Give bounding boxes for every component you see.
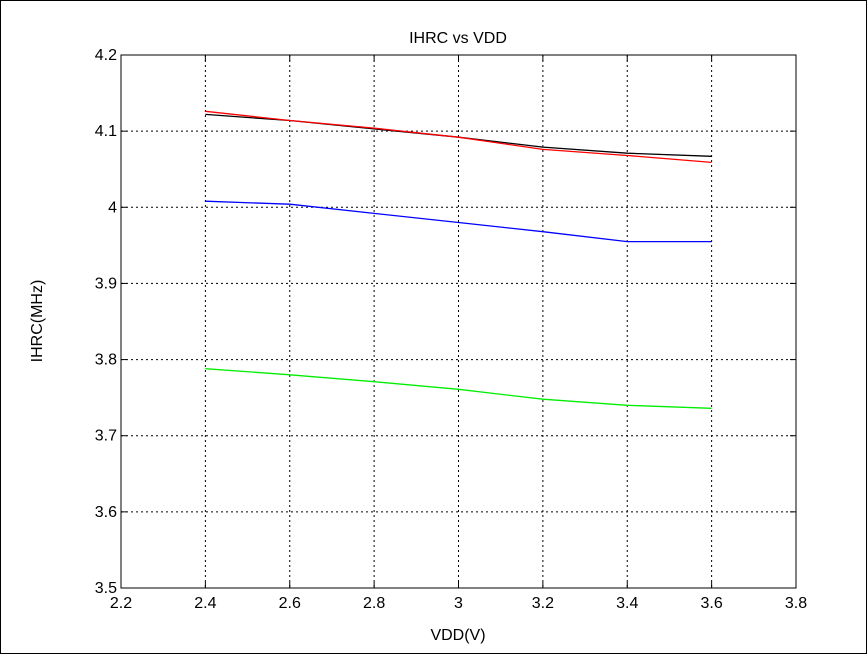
x-tick-label: 2.2 (110, 595, 132, 612)
y-tick-label: 3.6 (95, 504, 117, 521)
series-line-2 (205, 110, 712, 164)
series-line-3 (205, 200, 712, 243)
y-tick-label: 3.8 (95, 352, 117, 369)
x-tick-label: 2.4 (194, 595, 216, 612)
y-axis-label: IHRC(MHz) (29, 280, 46, 363)
y-tick-label: 4.1 (95, 123, 117, 140)
series-group (205, 110, 712, 409)
y-tick-label: 4 (108, 199, 117, 216)
x-tick-label: 3 (454, 595, 463, 612)
x-axis-label: VDD(V) (430, 627, 485, 644)
y-tick-label: 3.5 (95, 580, 117, 597)
x-tick-label: 3.8 (785, 595, 807, 612)
chart-title: IHRC vs VDD (409, 30, 507, 47)
y-tick-label: 3.9 (95, 275, 117, 292)
ticks: 2.2 2.4 2.6 2.8 3 3.2 3.4 3.6 3.8 3.5 3.6 3.7 3.8 3.9… (95, 47, 807, 612)
x-tick-label: 3.2 (532, 595, 554, 612)
x-tick-label: 2.6 (279, 595, 301, 612)
grid (121, 55, 796, 588)
x-tick-label: 2.8 (363, 595, 385, 612)
series-line-4 (205, 368, 712, 409)
x-tick-label: 3.6 (701, 595, 723, 612)
y-tick-label: 4.2 (95, 47, 117, 64)
y-tick-label: 3.7 (95, 428, 117, 445)
x-tick-label: 3.4 (616, 595, 638, 612)
